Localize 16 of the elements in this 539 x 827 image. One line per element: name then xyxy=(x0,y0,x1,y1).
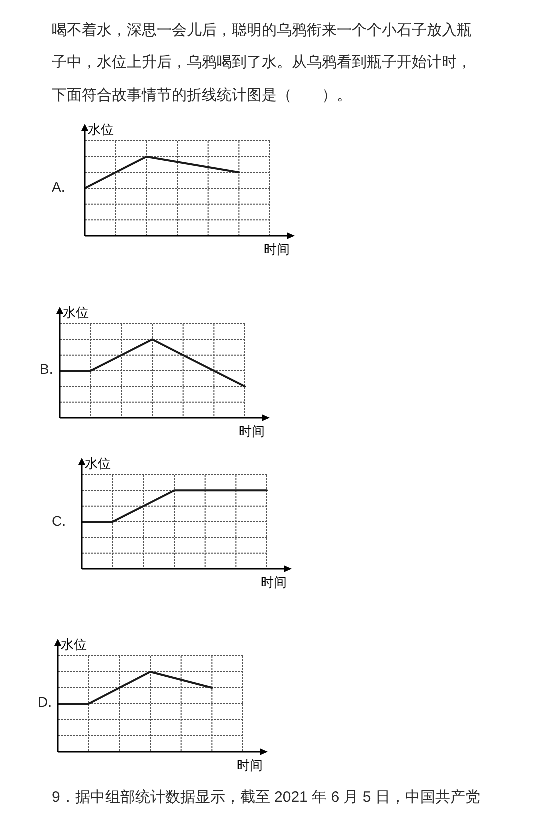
x-axis-title: 时间 xyxy=(261,575,287,590)
text: 9．据中组部统计数据显示，截至 2021 年 6 月 5 日，中国共产党 xyxy=(52,789,480,806)
text: 喝不着水，深思一会儿后，聪明的乌鸦衔来一个个小石子放入瓶 xyxy=(52,22,472,39)
text: 下面符合故事情节的折线统计图是（ ）。 xyxy=(52,87,352,104)
y-axis-title: 水位 xyxy=(63,305,89,320)
text: B. xyxy=(40,361,54,377)
y-axis-title: 水位 xyxy=(85,456,111,471)
text: A. xyxy=(52,179,66,195)
text: C. xyxy=(52,513,66,529)
text: D. xyxy=(38,694,52,710)
x-axis-title: 时间 xyxy=(237,758,263,773)
y-axis-title: 水位 xyxy=(88,122,114,137)
x-axis-title: 时间 xyxy=(239,424,265,439)
text: 子中，水位上升后，乌鸦喝到了水。从乌鸦看到瓶子开始计时， xyxy=(52,54,472,71)
y-axis-title: 水位 xyxy=(61,637,87,652)
x-axis-title: 时间 xyxy=(264,242,290,257)
